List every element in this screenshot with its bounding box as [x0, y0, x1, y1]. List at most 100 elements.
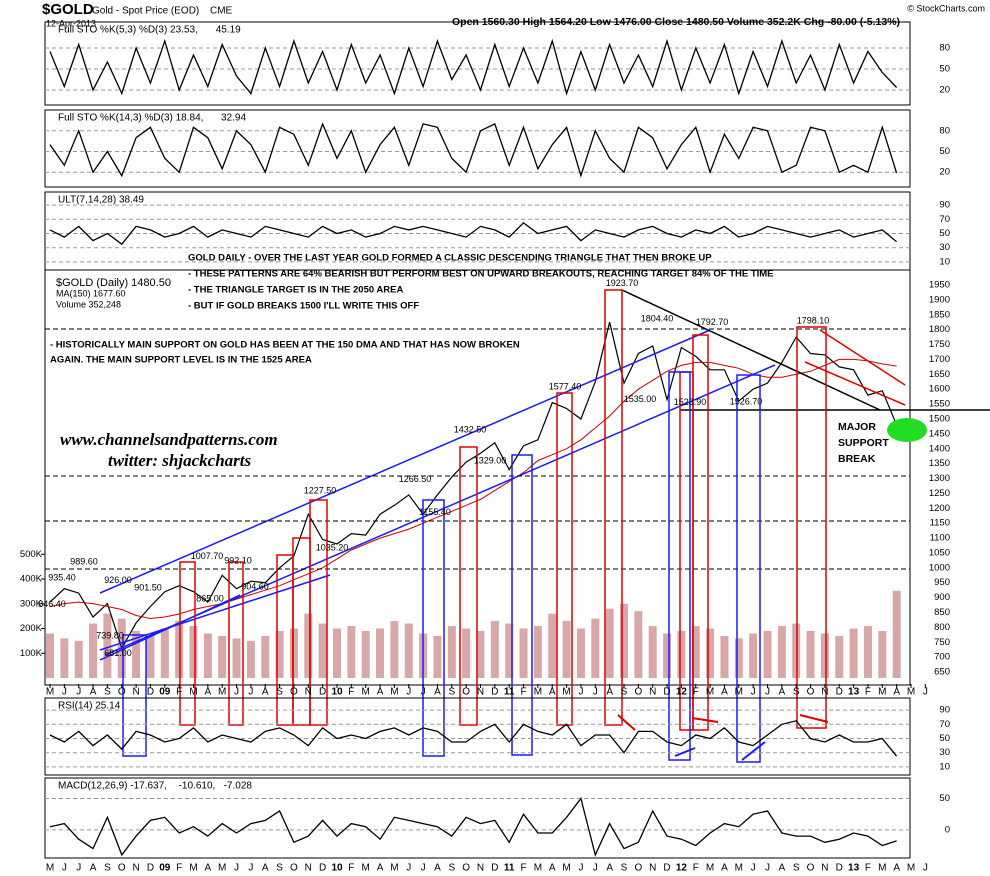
- x-tick-label: F: [693, 863, 699, 874]
- x-tick-label: M: [562, 687, 570, 698]
- volume-bar: [60, 638, 69, 678]
- y2-tick-label: 200K: [20, 623, 43, 634]
- volume-bar: [519, 628, 528, 678]
- x-tick-label: M: [907, 687, 915, 698]
- x-tick-label: J: [406, 863, 411, 874]
- x-tick-label: S: [276, 687, 283, 698]
- peak-label: 1432.50: [454, 424, 487, 434]
- indicator-label: RSI(14) 25.14: [58, 701, 121, 712]
- volume-bar: [476, 630, 485, 678]
- x-tick-label: S: [104, 687, 111, 698]
- x-tick-label: N: [649, 863, 656, 874]
- pattern-box: [796, 326, 827, 729]
- x-tick-label: J: [923, 863, 928, 874]
- note: AGAIN. THE MAIN SUPPORT LEVEL IS IN THE …: [50, 355, 312, 366]
- volume-bar: [376, 628, 385, 678]
- date: 12-Apr-2013: [46, 18, 96, 28]
- y-tick-label: 850: [934, 607, 950, 618]
- credit: © StockCharts.com: [907, 3, 985, 13]
- volume-bar: [892, 590, 901, 678]
- x-tick-label: D: [663, 687, 670, 698]
- note: - THE TRIANGLE TARGET IS IN THE 2050 ARE…: [188, 285, 403, 296]
- peak-label: 1923.70: [606, 278, 639, 288]
- x-tick-label: D: [319, 863, 326, 874]
- x-tick-label: A: [549, 687, 556, 698]
- x-tick-label: N: [132, 863, 139, 874]
- x-tick-label: O: [634, 687, 642, 698]
- y2-tick-label: 100K: [20, 648, 43, 659]
- x-tick-label: J: [62, 687, 67, 698]
- x-tick-label: A: [377, 687, 384, 698]
- trend-line: [99, 329, 711, 594]
- x-tick-label: J: [248, 863, 253, 874]
- y-tick-label: 50: [939, 146, 950, 157]
- x-tick-label: A: [549, 863, 556, 874]
- pattern-box: [604, 289, 623, 726]
- y-tick-label: 1250: [929, 488, 950, 499]
- x-tick-label: M: [534, 863, 542, 874]
- pattern-box: [692, 334, 709, 731]
- volume-bar: [806, 630, 815, 678]
- x-tick-label: J: [248, 687, 253, 698]
- y-tick-label: 1200: [929, 503, 950, 514]
- panel-frame: [44, 777, 911, 859]
- x-tick-label: A: [205, 687, 212, 698]
- y-tick-label: 1500: [929, 413, 950, 424]
- x-tick-label: J: [76, 687, 81, 698]
- x-tick-label: A: [90, 687, 97, 698]
- x-tick-label: 13: [848, 687, 860, 698]
- volume-bar: [763, 630, 772, 678]
- x-tick-label: S: [104, 863, 111, 874]
- y-tick-label: 1150: [930, 518, 950, 529]
- panel-frame: [44, 697, 911, 776]
- x-tick-label: A: [721, 687, 728, 698]
- x-tick-label: A: [205, 863, 212, 874]
- arrow: [691, 717, 719, 723]
- indicator-label-2: 45.19: [216, 25, 241, 36]
- volume-bar: [691, 626, 700, 678]
- x-tick-label: D: [836, 687, 843, 698]
- x-tick-label: 11: [504, 687, 515, 698]
- x-tick-label: M: [735, 687, 743, 698]
- trend-line: [804, 361, 906, 406]
- x-tick-label: 09: [159, 687, 171, 698]
- x-tick-label: N: [477, 687, 484, 698]
- volume-bar: [289, 628, 298, 678]
- x-tick-label: 09: [159, 863, 171, 874]
- x-tick-label: A: [606, 687, 613, 698]
- volume-bar: [648, 626, 657, 678]
- y2-tick-label: 400K: [20, 574, 43, 585]
- y2-tick-label: 500K: [20, 549, 43, 560]
- series-line: [49, 720, 898, 757]
- volume-bar: [232, 638, 241, 678]
- y-tick-label: 950: [934, 577, 950, 588]
- volume-bar: [591, 618, 600, 678]
- x-tick-label: M: [562, 863, 570, 874]
- x-tick-label: F: [348, 863, 354, 874]
- indicator-label: Full STO %K(14,3) %D(3) 18.84,: [58, 113, 203, 124]
- x-tick-label: F: [865, 687, 871, 698]
- y-tick-label: 1650: [929, 369, 950, 380]
- x-tick-label: J: [751, 687, 756, 698]
- x-tick-label: J: [765, 863, 770, 874]
- peak-label: 681.00: [104, 648, 132, 658]
- peak-label: 739.80: [96, 631, 124, 641]
- twitter: twitter: shjackcharts: [108, 451, 251, 470]
- volume-bar: [189, 626, 198, 678]
- website: www.channelsandpatterns.com: [60, 430, 278, 449]
- x-tick-label: 10: [331, 687, 343, 698]
- x-tick-label: J: [593, 687, 598, 698]
- x-tick-label: S: [793, 863, 800, 874]
- volume-bar: [347, 626, 356, 678]
- x-tick-label: D: [491, 687, 498, 698]
- x-tick-label: N: [821, 687, 828, 698]
- volume-bar: [74, 640, 83, 678]
- volume-bar: [160, 628, 169, 678]
- x-tick-label: F: [865, 863, 871, 874]
- x-tick-label: O: [807, 863, 815, 874]
- pattern-box: [736, 374, 761, 763]
- x-tick-label: N: [305, 687, 312, 698]
- volume-bar: [605, 608, 614, 678]
- pattern-box: [511, 454, 533, 756]
- x-tick-label: A: [434, 863, 441, 874]
